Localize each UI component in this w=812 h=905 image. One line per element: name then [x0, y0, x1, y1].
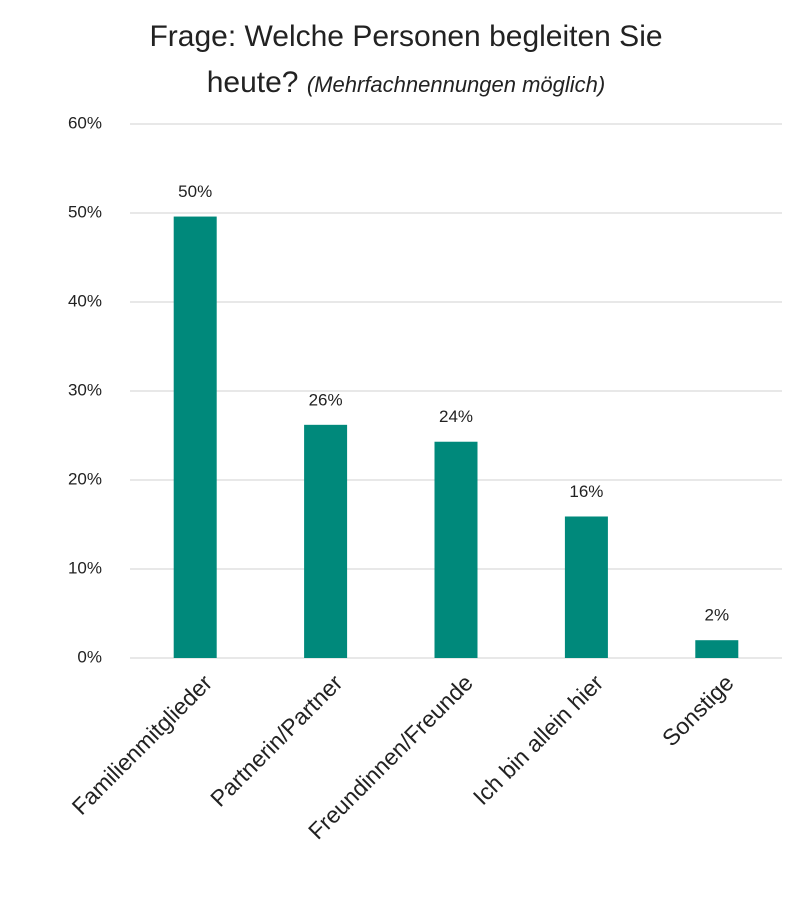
chart-title-block: Frage: Welche Personen begleiten Sie heu…	[136, 14, 676, 108]
chart-subtitle: (Mehrfachnennungen möglich)	[306, 72, 606, 97]
bar	[304, 424, 348, 658]
data-label: 2%	[705, 606, 730, 625]
data-label: 16%	[569, 482, 603, 501]
x-tick-label: Familienmitglieder	[67, 669, 218, 820]
y-tick-label: 10%	[68, 558, 102, 577]
bar	[434, 441, 478, 658]
x-tick-label: Ich bin allein hier	[468, 669, 609, 810]
data-label: 26%	[309, 390, 343, 409]
y-tick-label: 20%	[68, 469, 102, 488]
data-label: 24%	[439, 407, 473, 426]
x-tick-label: Partnerin/Partner	[205, 669, 347, 811]
y-tick-label: 60%	[68, 113, 102, 132]
y-tick-label: 30%	[68, 380, 102, 399]
chart-title: Frage: Welche Personen begleiten Sie heu…	[149, 20, 663, 99]
data-label: 50%	[178, 182, 212, 201]
bar	[695, 640, 739, 658]
y-tick-label: 40%	[68, 291, 102, 310]
y-tick-label: 0%	[77, 647, 102, 666]
bar	[564, 516, 608, 658]
y-tick-label: 50%	[68, 202, 102, 221]
x-tick-label: Sonstige	[657, 669, 739, 751]
bar	[173, 216, 217, 658]
